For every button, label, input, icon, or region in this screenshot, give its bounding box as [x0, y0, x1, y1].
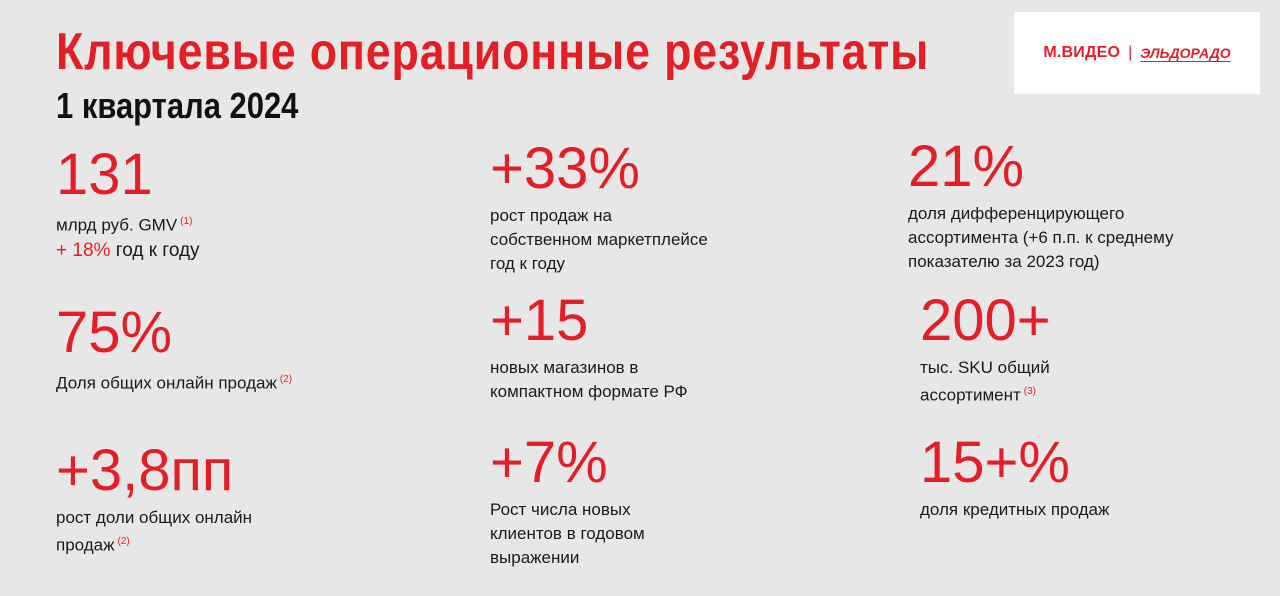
metric-desc: доля дифференцирующего ассортимента (+6 … — [908, 202, 1173, 274]
metric-desc-line: рост продаж на — [490, 206, 612, 225]
footnote-marker: (3) — [1023, 386, 1037, 397]
metric-desc-text: продаж — [56, 535, 115, 555]
logo-separator: | — [1128, 44, 1133, 61]
metric-desc: доля кредитных продаж — [920, 500, 1110, 519]
metric-desc-line: компактном формате РФ — [490, 382, 688, 401]
metric-value: +15 — [490, 288, 589, 353]
metric-desc: Рост числа новых клиентов в годовом выра… — [490, 498, 645, 570]
metric-value: +3,8пп — [56, 438, 234, 503]
metric-desc-line: рост доли общих онлайн — [56, 508, 253, 527]
metric-desc-line: доля дифференцирующего — [908, 204, 1125, 223]
footnote-marker: (2) — [279, 374, 293, 385]
metric-desc-text: млрд руб. GMV — [56, 215, 178, 235]
yoy-text: год к году — [115, 239, 200, 261]
footnote-marker: (2) — [117, 536, 130, 547]
metric-desc-text: ассортимент — [920, 385, 1021, 405]
metric-desc: тыс. SKU общий ассортимент (3) — [920, 356, 1051, 408]
metric-desc-line: Рост числа новых — [490, 500, 631, 519]
brand-logo: М.ВИДЕО | ЭЛЬДОРАДО — [1014, 12, 1260, 94]
metric-clients: +7% Рост числа новых клиентов в годовом … — [490, 432, 645, 570]
metric-desc-line: показателю за 2023 год) — [908, 252, 1100, 271]
metric-online-growth: +3,8пп рост доли общих онлайн продаж (2) — [56, 440, 252, 558]
metric-value: +7% — [490, 430, 608, 495]
metric-marketplace: +33% рост продаж на собственном маркетпл… — [490, 138, 708, 276]
yoy-value: + 18% — [56, 239, 111, 261]
metric-desc-line-2: ассортимент (3) — [920, 380, 1051, 408]
metric-value: 131 — [56, 142, 153, 207]
metric-value: +33% — [490, 136, 640, 201]
metric-yoy: + 18% год к году — [56, 238, 200, 264]
metric-sku: 200+ тыс. SKU общий ассортимент (3) — [920, 290, 1051, 408]
footnote-marker: (1) — [180, 216, 193, 227]
metric-desc-text: Доля общих онлайн продаж — [56, 373, 277, 393]
metric-desc: Доля общих онлайн продаж (2) — [56, 368, 292, 396]
metric-gmv: 131 млрд руб. GMV (1) + 18% год к году — [56, 144, 200, 264]
logo-mvideo: М.ВИДЕО — [1043, 44, 1121, 61]
metric-stores: +15 новых магазинов в компактном формате… — [490, 290, 688, 404]
metric-desc: новых магазинов в компактном формате РФ — [490, 356, 688, 404]
metric-desc-line-2: продаж (2) — [56, 530, 252, 558]
metric-desc: рост продаж на собственном маркетплейсе … — [490, 204, 708, 276]
metric-desc-line: тыс. SKU общий — [920, 358, 1050, 377]
metric-desc: млрд руб. GMV (1) — [56, 210, 200, 238]
metric-value: 200+ — [920, 288, 1051, 353]
metric-desc-line: год к году — [490, 254, 566, 273]
metric-value: 21% — [908, 134, 1025, 199]
metric-desc-line: собственном маркетплейсе — [490, 230, 708, 249]
metric-desc-line: клиентов в годовом — [490, 524, 645, 543]
metric-assortment-share: 21% доля дифференцирующего ассортимента … — [908, 136, 1173, 274]
metric-value: 75% — [56, 300, 173, 365]
metric-desc-line: ассортимента (+6 п.п. к среднему — [908, 228, 1174, 247]
metric-online-share: 75% Доля общих онлайн продаж (2) — [56, 302, 292, 396]
metric-credit: 15+% доля кредитных продаж — [920, 432, 1109, 522]
metric-desc-line: выражении — [490, 548, 580, 567]
metric-desc: рост доли общих онлайн продаж (2) — [56, 506, 252, 558]
metric-value: 15+% — [920, 430, 1070, 495]
page-subtitle: 1 квартала 2024 — [56, 85, 299, 126]
page-title: Ключевые операционные результаты — [56, 23, 930, 81]
metric-desc-line: новых магазинов в — [490, 358, 639, 377]
logo-eldorado: ЭЛЬДОРАДО — [1140, 45, 1231, 61]
